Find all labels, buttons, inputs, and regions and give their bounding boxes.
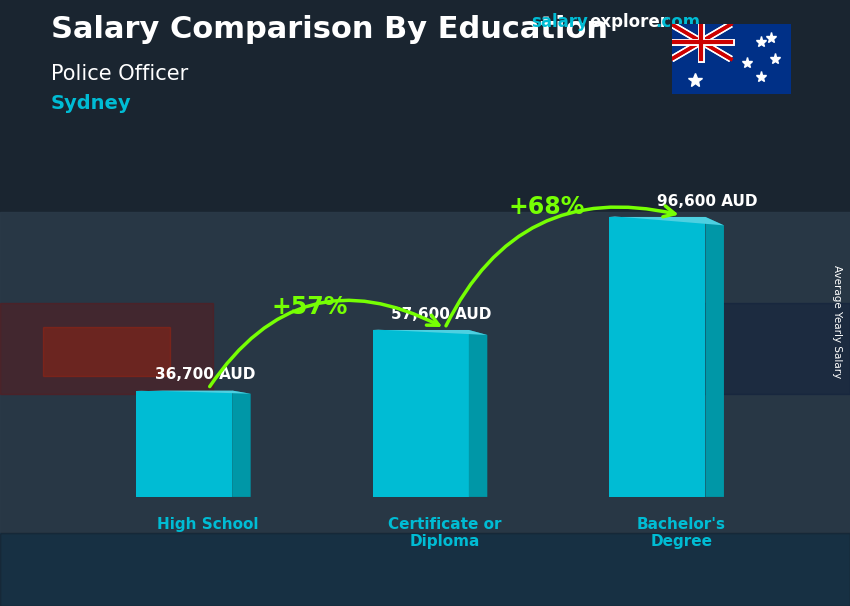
Polygon shape (232, 390, 251, 497)
Bar (612, 303, 850, 394)
Bar (0, 303, 212, 394)
Text: .com: .com (655, 13, 700, 32)
Polygon shape (706, 217, 724, 497)
Bar (0, 533, 850, 606)
Bar (0, 533, 850, 606)
Text: Sydney: Sydney (51, 94, 132, 113)
FancyBboxPatch shape (136, 390, 232, 497)
Text: 36,700 AUD: 36,700 AUD (155, 367, 255, 382)
Text: Average Yearly Salary: Average Yearly Salary (832, 265, 842, 378)
Polygon shape (469, 330, 487, 497)
Text: 57,600 AUD: 57,600 AUD (391, 307, 491, 322)
FancyBboxPatch shape (372, 330, 469, 497)
Text: Salary Comparison By Education: Salary Comparison By Education (51, 15, 608, 44)
Bar (0, 0, 850, 170)
Bar (42, 327, 170, 376)
Polygon shape (136, 390, 251, 394)
Text: Police Officer: Police Officer (51, 64, 188, 84)
Text: High School: High School (157, 517, 259, 532)
Polygon shape (372, 330, 487, 335)
Text: explorer: explorer (589, 13, 668, 32)
Text: Certificate or
Diploma: Certificate or Diploma (388, 517, 501, 549)
Bar (731, 24, 790, 94)
FancyBboxPatch shape (609, 217, 705, 497)
Text: +57%: +57% (272, 295, 348, 319)
Text: +68%: +68% (508, 195, 585, 219)
Bar (0, 212, 850, 545)
Text: 96,600 AUD: 96,600 AUD (657, 193, 758, 208)
Text: salary: salary (531, 13, 588, 32)
Polygon shape (609, 216, 724, 225)
Text: Bachelor's
Degree: Bachelor's Degree (637, 517, 726, 549)
